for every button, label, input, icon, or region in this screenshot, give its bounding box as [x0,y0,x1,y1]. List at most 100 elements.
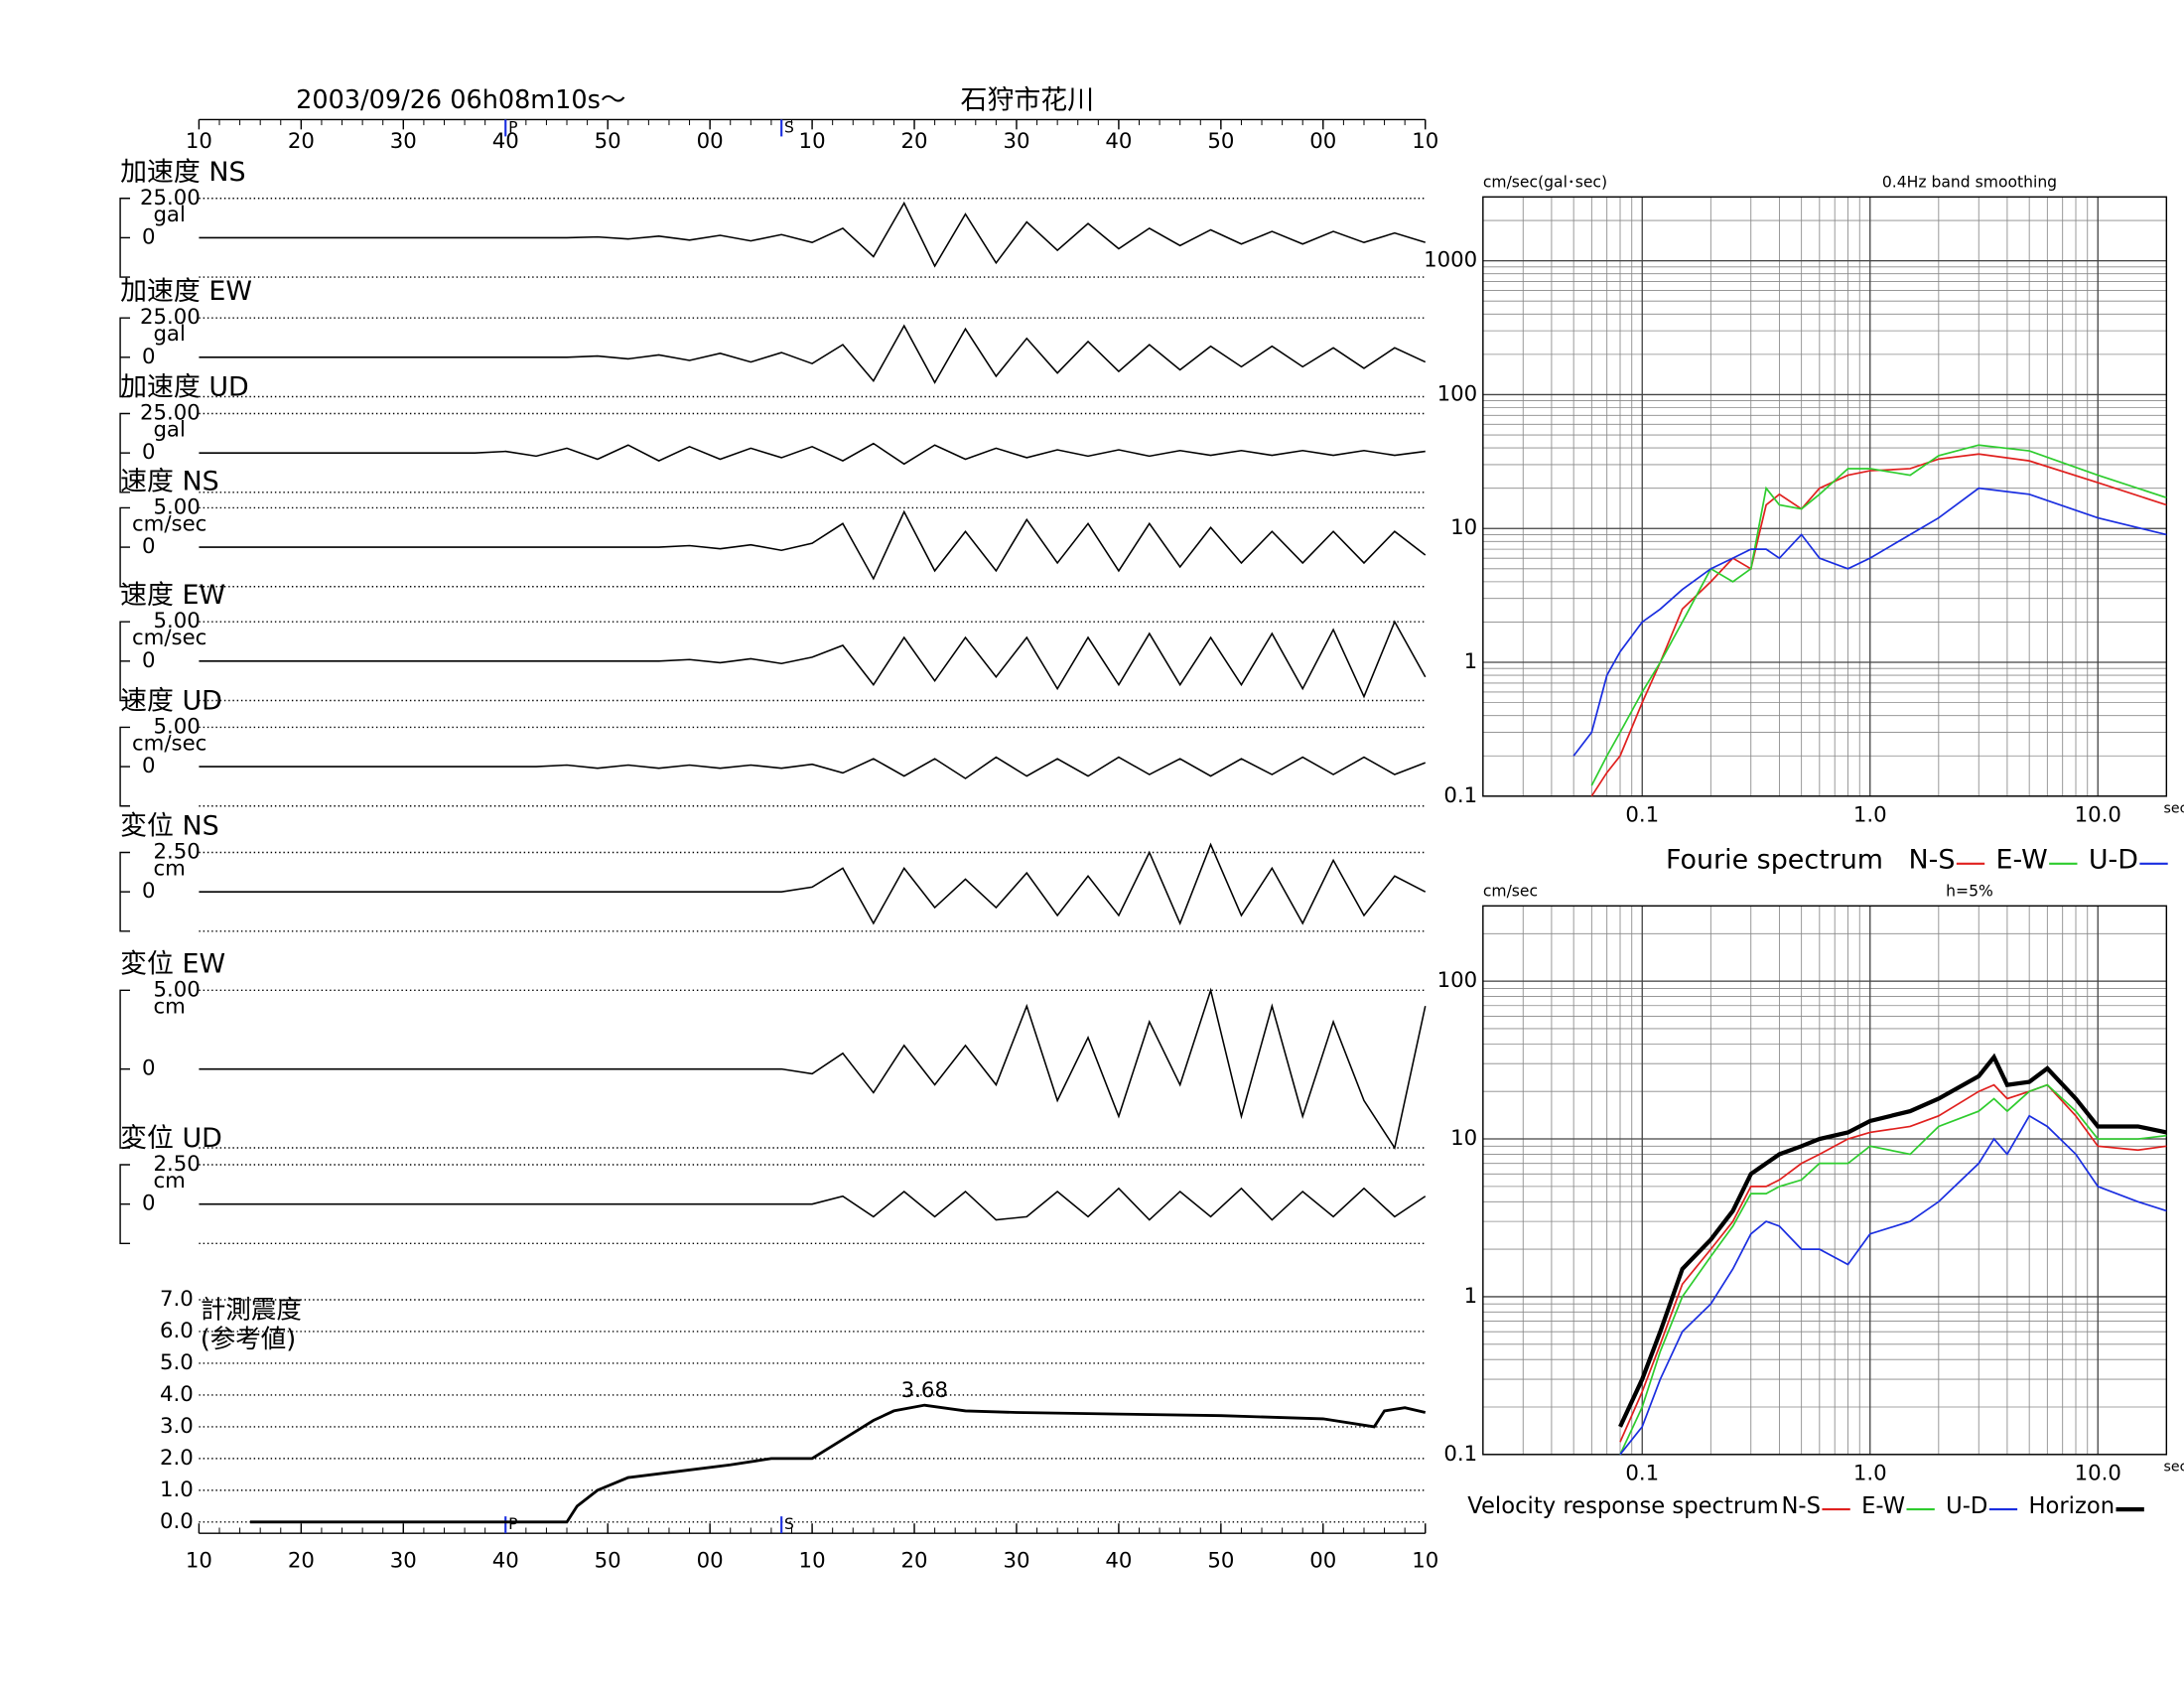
x-tick-label: 50 [595,1549,621,1574]
legend-label: U-D [1946,1493,1987,1519]
y-tick-label: 4.0 [160,1382,194,1407]
legend-title: Fourie spectrum [1666,845,1883,876]
trace-name: 変位 UD [120,1123,222,1154]
trace-name: 速度 NS [120,466,219,496]
spectrum-line [1618,1053,2167,1428]
y-tick-label: 2.50 [154,840,201,865]
y-tick-label: 5.00 [154,494,201,519]
x-tick-label: 10.0 [2075,803,2121,828]
trace [199,1187,1427,1221]
x-tick-label: 00 [1309,129,1336,154]
y-tick-label: 5.00 [154,977,201,1002]
trace-name: 加速度 EW [120,276,252,307]
x-tick-label: 50 [1207,1549,1234,1574]
unit-label: gal [153,418,185,443]
y-tick-label: 6.0 [160,1319,194,1343]
x-tick-label: 10.0 [2075,1462,2121,1486]
x-axis-label: sec [2164,1460,2184,1476]
unit-label: cm/sec [132,511,206,536]
note: h=5% [1946,883,1993,901]
x-tick-label: 30 [390,1549,417,1574]
y-tick-label: 5.00 [154,609,201,633]
trace [199,842,1427,925]
y-tick-label: 0 [142,1056,156,1081]
plot-frame [1482,905,2168,1456]
trace [199,509,1427,581]
annotation: 3.68 [901,1378,948,1403]
x-tick-label: 10 [1412,129,1438,154]
y-tick-label: 0 [142,648,156,673]
y-tick-label: 0 [142,754,156,778]
x-tick-label: 40 [492,1549,519,1574]
legend-label: N-S [1781,1493,1821,1519]
x-tick-label: 50 [595,129,621,154]
x-tick-label: 50 [1207,129,1234,154]
x-tick-label: 00 [697,129,724,154]
x-tick-label: 10 [799,1549,826,1574]
y-tick-label: 25.00 [140,401,201,426]
x-tick-label: 40 [1105,129,1132,154]
y-axis-label: cm/sec [1483,883,1538,901]
trace-name: 加速度 NS [120,157,245,188]
trace [199,442,1426,466]
trace [199,201,1426,268]
y-axis-label: cm/sec(gal･sec) [1483,174,1607,192]
spectrum-line [1590,444,2167,786]
y-tick-label: 7.0 [160,1287,194,1312]
y-tick-label: 5.00 [154,714,201,739]
trace-name: 速度 EW [120,580,225,611]
y-tick-label: 0.1 [1443,1442,1477,1467]
intensity-line [249,1403,1427,1524]
x-tick-label: 30 [1003,129,1029,154]
x-tick-label: 0.1 [1625,1462,1659,1486]
y-tick-label: 5.0 [160,1350,194,1375]
x-tick-label: 30 [1003,1549,1029,1574]
station-name: 石狩市花川 [961,85,1095,116]
y-tick-label: 0 [142,440,156,465]
unit-label: cm/sec [132,731,206,756]
y-tick-label: 1.0 [160,1477,194,1502]
trace-name: 加速度 UD [120,372,249,403]
x-tick-label: 20 [901,1549,928,1574]
legend-label: E-W [1861,1493,1905,1519]
y-tick-label: 1 [1464,649,1478,674]
y-tick-label: 0 [142,1192,156,1216]
phase-label: S [784,1515,794,1533]
x-tick-label: 20 [288,129,315,154]
x-tick-label: 20 [288,1549,315,1574]
y-tick-label: 2.0 [160,1446,194,1471]
unit-label: cm [153,994,185,1019]
x-axis-label: sec [2164,801,2184,817]
plot-frame [1482,196,2168,797]
chart-subtitle: (参考値) [201,1325,296,1354]
trace [199,620,1427,699]
y-tick-label: 25.00 [140,186,201,211]
unit-label: cm [153,1169,185,1194]
chart-title: 計測震度 [201,1295,302,1325]
x-tick-label: 00 [1309,1549,1336,1574]
y-tick-label: 0 [142,224,156,249]
y-tick-label: 10 [1450,515,1477,540]
note: 0.4Hz band smoothing [1882,174,2057,192]
x-tick-label: 30 [390,129,417,154]
unit-label: cm/sec [132,626,206,650]
legend-label: U-D [2089,845,2138,876]
legend-label: Horizon [2028,1493,2115,1519]
y-tick-label: 0 [142,345,156,369]
y-tick-label: 1 [1464,1284,1478,1309]
y-tick-label: 2.50 [154,1152,201,1177]
chart-title: 2003/09/26 06h08m10s〜 [296,85,625,115]
x-tick-label: 10 [186,1549,212,1574]
y-tick-label: 100 [1437,968,1478,993]
legend-label: N-S [1909,845,1956,876]
x-tick-label: 40 [1105,1549,1132,1574]
x-tick-label: 10 [1412,1549,1438,1574]
trace-name: 変位 NS [120,811,219,842]
trace [199,756,1427,779]
y-tick-label: 10 [1450,1126,1477,1151]
y-tick-label: 3.0 [160,1414,194,1439]
legend-label: E-W [1996,845,2048,876]
x-tick-label: 1.0 [1853,803,1887,828]
y-tick-label: 0 [142,534,156,559]
